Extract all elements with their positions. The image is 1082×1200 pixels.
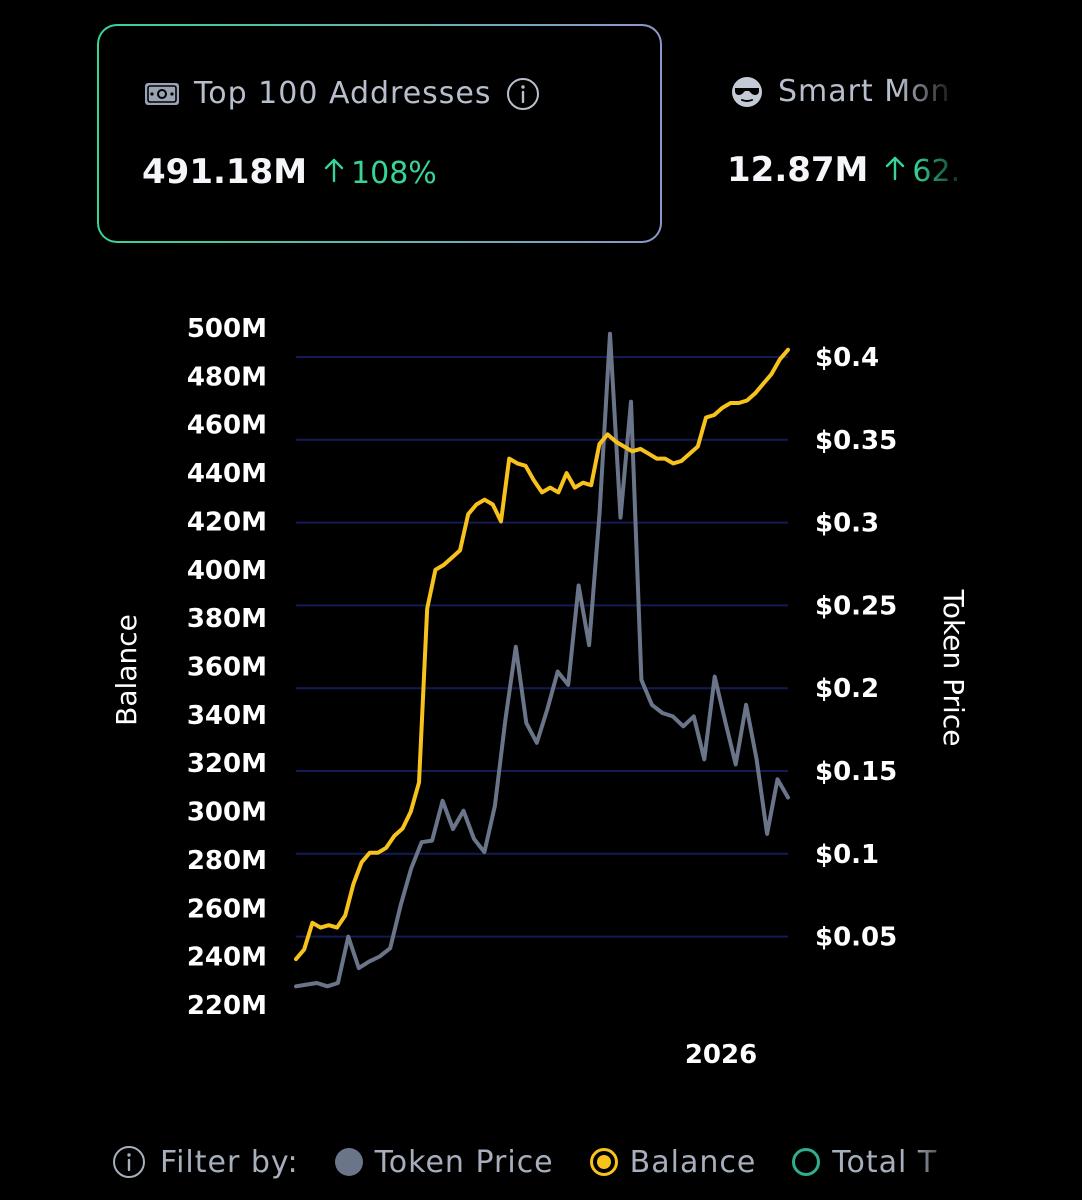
- right-axis-tick-label: $0.35: [815, 426, 897, 456]
- right-axis-tick-label: $0.05: [815, 923, 897, 953]
- legend-item-token-price[interactable]: Token Price: [334, 1144, 554, 1180]
- left-axis-tick-label: 220M: [187, 991, 267, 1021]
- left-axis-tick-label: 500M: [187, 314, 267, 344]
- arrow-up-icon: [323, 157, 345, 183]
- left-axis-tick-label: 440M: [187, 459, 267, 489]
- stat-card-title: Top 100 Addresses: [194, 76, 492, 111]
- right-axis-tick-label: $0.15: [815, 757, 897, 787]
- right-axis-tick-label: $0.4: [815, 343, 879, 373]
- legend-swatch-total: [792, 1148, 821, 1176]
- series-line-balance: [294, 347, 790, 962]
- left-axis-tick-label: 380M: [187, 604, 267, 634]
- stat-card-change: 62.: [884, 154, 960, 189]
- stat-card-value-row: 12.87M 62.: [727, 150, 960, 190]
- legend-label-token-price: Token Price: [374, 1144, 554, 1180]
- right-axis-ticks: $0.4 $0.35 $0.3 $0.25 $0.2 $0.15 $0.1 $0.05: [815, 343, 897, 953]
- legend-label-total: Total T: [832, 1144, 938, 1180]
- legend-swatch-token-price: [334, 1148, 363, 1176]
- right-axis-tick-label: $0.25: [815, 591, 897, 621]
- left-axis-tick-label: 280M: [187, 846, 267, 876]
- left-axis-tick-label: 260M: [187, 894, 267, 924]
- legend-item-total[interactable]: Total T: [792, 1145, 937, 1180]
- cash-icon: [144, 80, 180, 108]
- chart-series: [294, 331, 790, 989]
- balance-price-chart[interactable]: 500M 480M 460M 440M 420M 400M 380M 360M 340M 320M…: [0, 0, 1082, 1120]
- legend-filter-label: Filter by:: [160, 1144, 299, 1180]
- right-axis-tick-label: $0.1: [815, 840, 879, 870]
- stat-card-header: Smart Mon: [730, 74, 951, 109]
- legend-filter: Filter by:: [112, 1145, 299, 1180]
- stat-card-top-100-addresses[interactable]: Top 100 Addresses 491.18M 108%: [97, 24, 662, 243]
- left-axis-tick-label: 320M: [187, 749, 267, 779]
- stat-card-title: Smart Mon: [778, 74, 951, 109]
- x-axis-tick-label: 2026: [685, 1040, 757, 1070]
- stat-card-change-value: 108%: [351, 156, 437, 191]
- left-axis-tick-label: 340M: [187, 701, 267, 731]
- stat-card-smart-money[interactable]: Smart Mon 12.87M 62.: [700, 24, 1082, 243]
- left-axis-tick-label: 360M: [187, 653, 267, 683]
- legend-label-balance: Balance: [629, 1144, 757, 1180]
- left-axis-tick-label: 480M: [187, 362, 267, 392]
- stat-card-value: 12.87M: [727, 150, 869, 190]
- stat-card-header: Top 100 Addresses: [144, 76, 540, 111]
- x-axis-ticks: 2026: [685, 1040, 757, 1070]
- left-axis-tick-label: 420M: [187, 507, 267, 537]
- left-axis-ticks: 500M 480M 460M 440M 420M 400M 380M 360M 340M 320M…: [187, 314, 267, 1021]
- left-axis-tick-label: 400M: [187, 556, 267, 586]
- stat-card-value: 491.18M: [142, 152, 308, 192]
- right-axis-tick-label: $0.3: [815, 509, 879, 539]
- chart-gridlines: [296, 356, 788, 938]
- left-axis-tick-label: 460M: [187, 411, 267, 441]
- left-axis-tick-label: 300M: [187, 798, 267, 828]
- stat-card-value-row: 491.18M 108%: [142, 152, 437, 192]
- stat-card-change-value: 62.: [912, 154, 961, 189]
- arrow-up-icon: [884, 155, 906, 181]
- series-line-token-price: [294, 331, 790, 989]
- info-icon[interactable]: [112, 1145, 146, 1179]
- left-axis-tick-label: 240M: [187, 943, 267, 973]
- left-axis-label: Balance: [110, 614, 143, 726]
- legend-item-balance[interactable]: Balance: [589, 1144, 757, 1180]
- sunglasses-icon: [730, 75, 764, 109]
- info-icon[interactable]: [506, 77, 540, 111]
- right-axis-label: Token Price: [937, 589, 970, 747]
- chart-legend: Filter by: Token Price Balance Total T: [112, 1140, 962, 1184]
- legend-swatch-balance: [589, 1148, 618, 1176]
- right-axis-tick-label: $0.2: [815, 674, 879, 704]
- stat-card-change: 108%: [323, 156, 437, 191]
